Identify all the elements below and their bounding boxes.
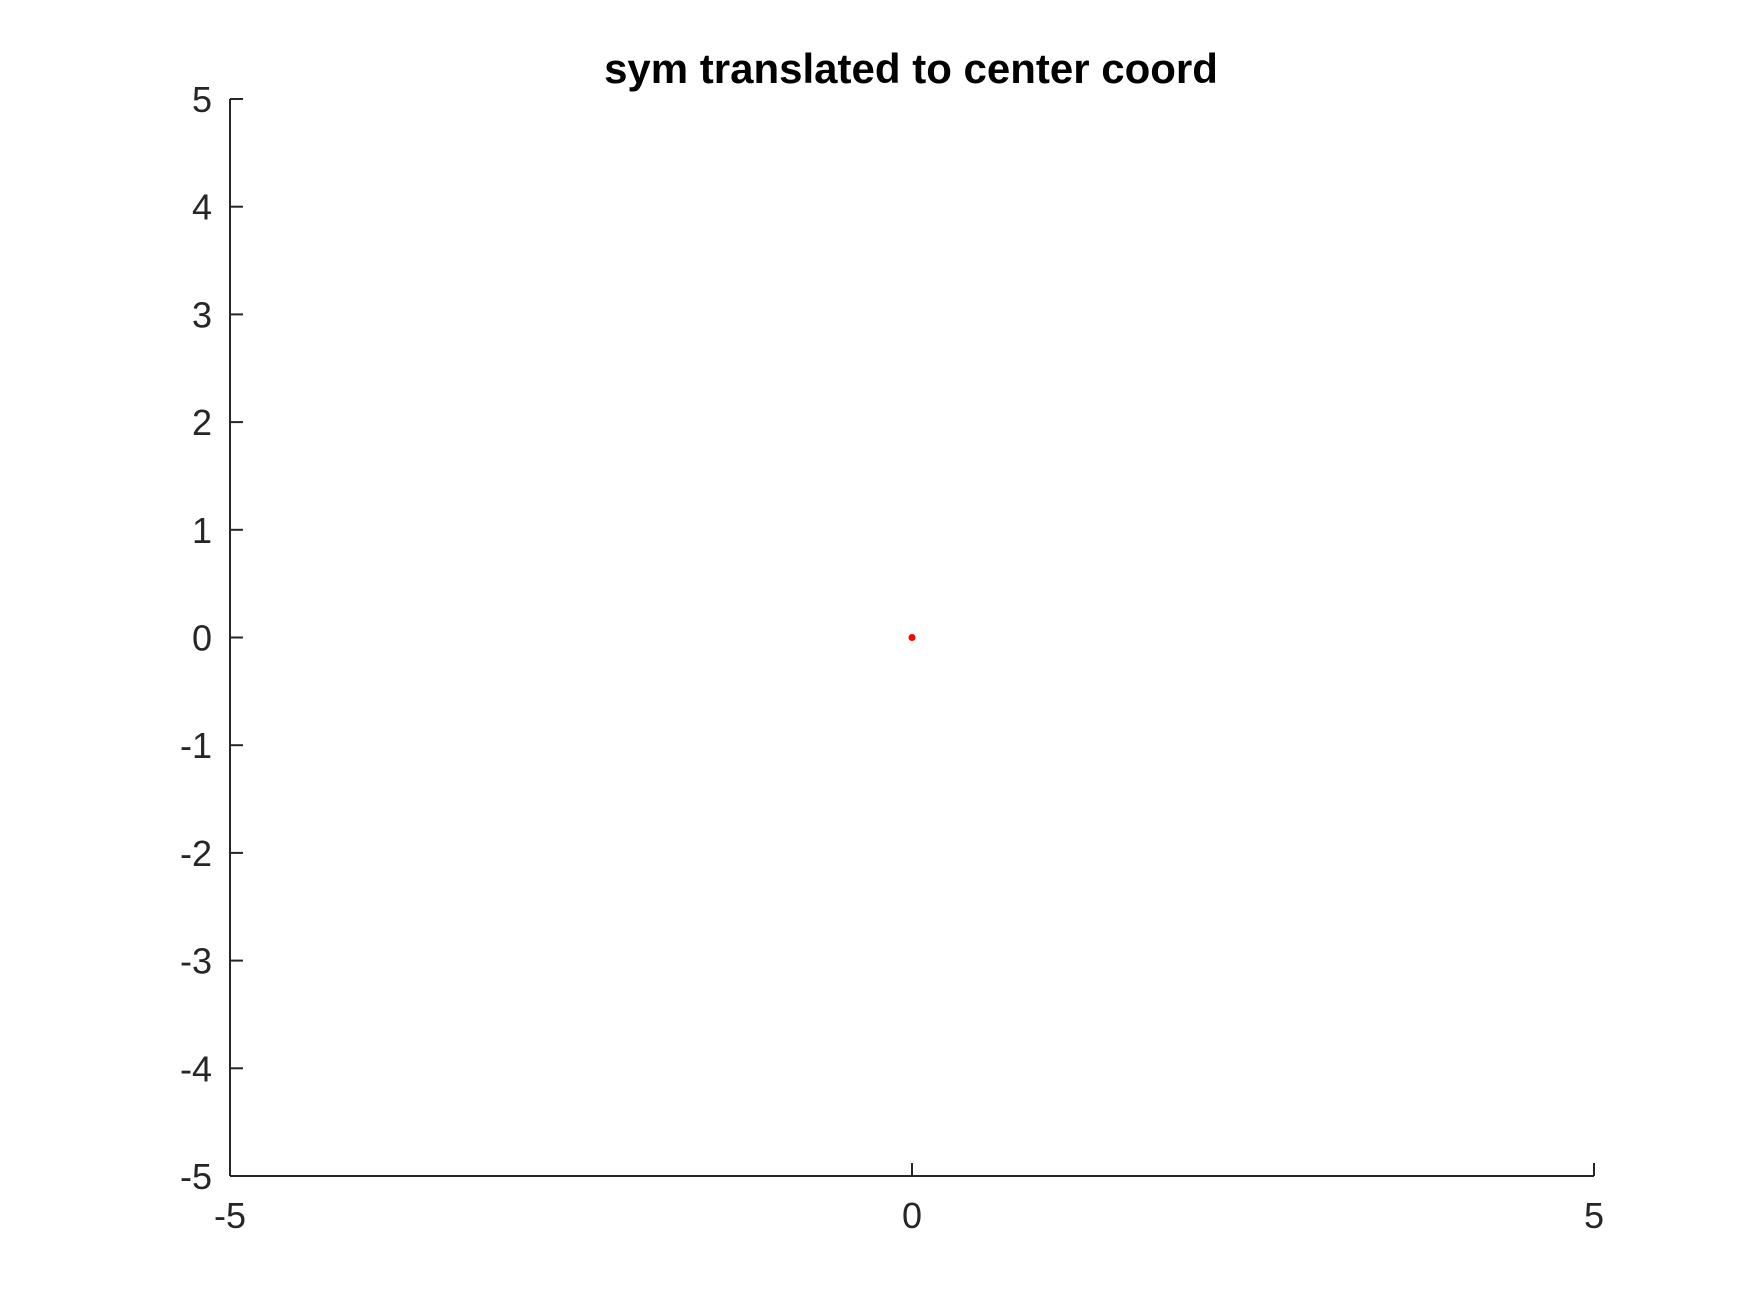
x-tick-label: -5 [214,1195,246,1236]
y-tick-label: 4 [192,187,212,228]
x-tick-label: 0 [902,1195,922,1236]
y-tick-label: -3 [180,941,212,982]
y-tick-label: 3 [192,294,212,335]
chart-title: sym translated to center coord [604,45,1218,92]
y-tick-label: -4 [180,1048,212,1089]
scatter-points [908,634,916,641]
x-axis-ticks: -5 0 5 [214,1163,1604,1236]
y-tick-label: 5 [192,79,212,120]
y-tick-label: 1 [192,510,212,551]
y-tick-label: 2 [192,402,212,443]
x-tick-label: 5 [1584,1195,1604,1236]
y-tick-label: -2 [180,833,212,874]
data-point [908,634,916,641]
y-tick-label: 0 [192,618,212,659]
y-axis-ticks: 5 4 3 2 1 0 -1 -2 -3 -4 -5 [180,79,243,1197]
y-tick-label: -5 [180,1156,212,1197]
y-tick-label: -1 [180,725,212,766]
